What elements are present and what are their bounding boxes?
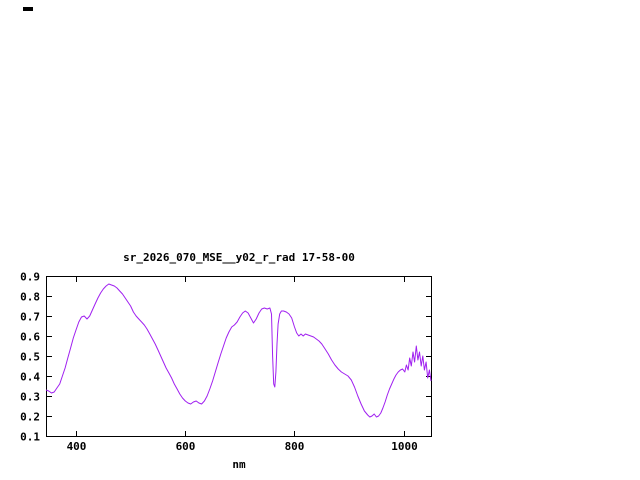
y-tick-label: 0.5 — [20, 351, 40, 364]
x-tick-label: 400 — [67, 440, 87, 453]
y-tick-label: 0.1 — [20, 431, 40, 444]
y-tick-label: 0.6 — [20, 331, 40, 344]
x-tick-label: 1000 — [391, 440, 418, 453]
plot-border — [46, 276, 432, 437]
x-axis-label: nm — [232, 458, 246, 471]
y-tick-label: 0.3 — [20, 391, 40, 404]
x-tick-label: 600 — [176, 440, 196, 453]
spectrum-line — [45, 283, 432, 418]
chart-title: sr_2026_070_MSE__y02_r_rad 17-58-00 — [123, 251, 355, 264]
y-tick-label: 0.9 — [20, 271, 40, 284]
x-tick-label: 800 — [285, 440, 305, 453]
y-tick-label: 0.7 — [20, 311, 40, 324]
screen-artifact — [23, 7, 33, 11]
y-tick-label: 0.2 — [20, 411, 40, 424]
y-tick-label: 0.8 — [20, 291, 40, 304]
y-tick-label: 0.4 — [20, 371, 40, 384]
